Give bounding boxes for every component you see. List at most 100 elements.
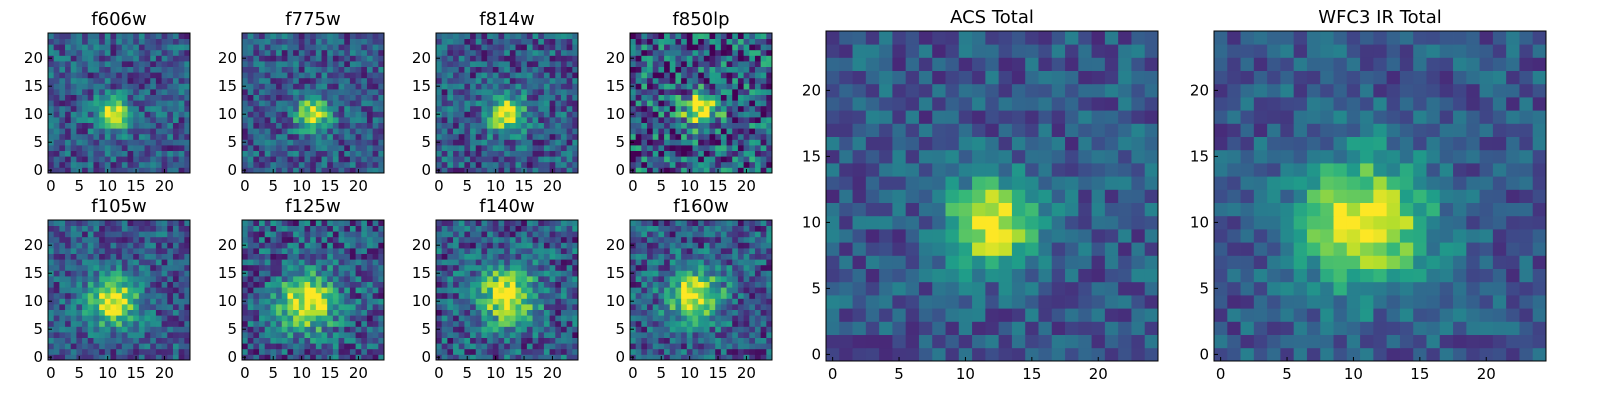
heatmap-cell <box>287 270 294 277</box>
y-tick-label: 15 <box>218 77 237 95</box>
heatmap-cell <box>349 156 356 163</box>
heatmap-cell <box>543 298 550 305</box>
heatmap-cell <box>304 259 311 266</box>
heatmap-cell <box>675 122 682 129</box>
heatmap-cell <box>692 326 699 333</box>
heatmap-cell <box>555 304 562 310</box>
heatmap-cell <box>287 111 294 118</box>
heatmap-cell <box>76 61 83 67</box>
heatmap-cell <box>372 231 379 238</box>
heatmap-cell <box>293 320 300 327</box>
heatmap-cell <box>65 94 72 101</box>
heatmap-cell <box>566 49 573 56</box>
heatmap-cell <box>361 139 368 146</box>
heatmap-cell <box>264 236 271 243</box>
heatmap-cell <box>355 83 362 90</box>
heatmap-cell <box>658 83 665 90</box>
heatmap-cell <box>692 276 699 282</box>
heatmap-cell <box>310 72 317 79</box>
heatmap-cell <box>281 326 288 333</box>
heatmap-cell <box>332 94 339 101</box>
heatmap-cell <box>726 354 733 361</box>
heatmap-cell <box>167 156 174 163</box>
heatmap-cell <box>372 44 379 51</box>
heatmap-cell <box>344 270 351 277</box>
heatmap-cell <box>664 264 671 271</box>
heatmap-cell <box>487 281 494 288</box>
heatmap-cell <box>453 304 460 310</box>
heatmap-cell <box>378 105 385 112</box>
heatmap-cell <box>121 44 128 51</box>
heatmap-cell <box>138 292 145 299</box>
y-tick-label: 20 <box>24 49 43 67</box>
heatmap-cell <box>726 55 733 62</box>
heatmap-cell <box>543 326 550 333</box>
heatmap-cell <box>349 270 356 277</box>
heatmap-cell <box>572 117 579 123</box>
heatmap-cell <box>138 89 145 95</box>
heatmap-cell <box>82 55 89 62</box>
heatmap-cell <box>167 309 174 316</box>
heatmap-cell <box>53 33 60 39</box>
heatmap-cell <box>264 55 271 62</box>
heatmap-cell <box>155 117 162 123</box>
heatmap-cell <box>498 276 505 282</box>
heatmap-cell <box>344 111 351 118</box>
heatmap-cell <box>475 298 482 305</box>
heatmap-cell <box>464 94 471 101</box>
heatmap-cell <box>270 337 277 344</box>
heatmap-cell <box>293 89 300 95</box>
heatmap-cell <box>161 332 168 338</box>
heatmap-cell <box>515 292 522 299</box>
heatmap-cell <box>641 128 648 135</box>
heatmap-cell <box>526 61 533 67</box>
heatmap-cell <box>566 55 573 62</box>
heatmap-cell <box>59 231 66 238</box>
heatmap-cell <box>247 161 254 168</box>
heatmap-cell <box>355 326 362 333</box>
heatmap-cell <box>127 38 134 45</box>
y-tick-label: 20 <box>412 236 431 254</box>
heatmap-cell <box>65 122 72 129</box>
heatmap-cell <box>161 248 168 254</box>
heatmap-cell <box>264 117 271 123</box>
heatmap-cell <box>253 332 260 338</box>
heatmap-cell <box>470 337 477 344</box>
heatmap-cell <box>378 133 385 140</box>
heatmap-cell <box>504 343 511 350</box>
heatmap-cell <box>475 66 482 73</box>
heatmap-cell <box>720 326 727 333</box>
heatmap-cell <box>127 292 134 299</box>
heatmap-cell <box>287 122 294 129</box>
heatmap-cell <box>150 55 157 62</box>
heatmap-cell <box>116 309 123 316</box>
heatmap-cell <box>65 270 72 277</box>
heatmap-cell <box>766 264 773 271</box>
heatmap-cell <box>487 72 494 79</box>
heatmap-cell <box>532 61 539 67</box>
heatmap-cell <box>93 139 100 146</box>
heatmap-cell <box>549 133 556 140</box>
heatmap-cell <box>549 83 556 90</box>
heatmap-cell <box>749 44 756 51</box>
heatmap-cell <box>703 150 710 157</box>
heatmap-cell <box>566 117 573 123</box>
heatmap-cell <box>555 100 562 107</box>
heatmap-cell <box>110 167 117 174</box>
heatmap-cell <box>332 354 339 361</box>
heatmap-cell <box>715 259 722 266</box>
heatmap-cell <box>70 89 77 95</box>
heatmap-cell <box>464 281 471 288</box>
heatmap-cell <box>76 281 83 288</box>
heatmap-cell <box>104 253 111 260</box>
heatmap-cell <box>560 259 568 266</box>
heatmap-cell <box>310 276 317 282</box>
heatmap-cell <box>104 83 111 90</box>
heatmap-cell <box>332 83 339 90</box>
heatmap-cell <box>441 259 448 266</box>
heatmap-cell <box>361 44 368 51</box>
heatmap-cell <box>127 281 134 288</box>
heatmap-cell <box>327 72 334 79</box>
